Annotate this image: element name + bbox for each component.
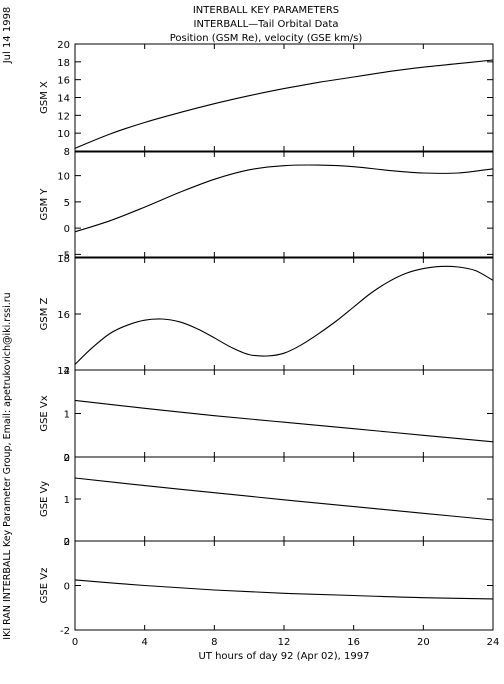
x-tick-label: 20 [417, 637, 430, 648]
x-tick-label: 0 [72, 637, 78, 648]
series-line [74, 265, 494, 365]
x-axis: 0 4 8 12 16 20 24 [72, 637, 500, 648]
y-tick-label: 1 [64, 410, 70, 421]
series-line [74, 477, 494, 521]
title-line-3: Position (GSM Re), velocity (GSE km/s) [170, 33, 363, 44]
y-tick-label: 2 [64, 537, 70, 548]
x-axis-label: UT hours of day 92 (Apr 02), 1997 [198, 651, 369, 662]
y-tick-label: 0 [64, 582, 70, 593]
x-tick-label: 4 [141, 637, 147, 648]
panel-1: GSM X 8 10 12 14 16 18 20 [39, 40, 494, 158]
y-axis-label: GSE Vy [39, 481, 50, 517]
y-axis-label: GSM Y [39, 188, 50, 221]
y-tick-label: -2 [60, 626, 70, 637]
y-tick-label: 2 [64, 366, 70, 377]
panel-6: GSE Vz-202 [39, 537, 494, 637]
y-tick-label: 14 [57, 366, 70, 377]
y-tick-label: 1 [64, 495, 70, 506]
date-label: Jul 14 1998 [2, 7, 13, 65]
y-tick-label: -5 [60, 250, 70, 261]
y-axis-label: GSE Vx [39, 395, 50, 431]
y-tick-label: 18 [57, 254, 70, 265]
y-tick-label: 14 [57, 94, 70, 105]
y-tick-label: 8 [64, 147, 70, 158]
y-axis-label: GSM Z [39, 297, 50, 330]
series-line [74, 59, 494, 149]
title-line-1: INTERBALL KEY PARAMETERS [193, 5, 339, 16]
y-tick-label: 0 [64, 537, 70, 548]
y-tick-label: 2 [64, 453, 70, 464]
y-tick-label: 0 [64, 224, 70, 235]
x-tick-label: 12 [278, 637, 291, 648]
y-axis-label: GSM X [39, 81, 50, 114]
y-tick-label: 10 [57, 129, 70, 140]
x-tick-label: 24 [487, 637, 500, 648]
x-tick-label: 16 [347, 637, 360, 648]
y-tick-label: 18 [57, 58, 70, 69]
y-tick-label: 20 [57, 40, 70, 51]
y-tick-label: 0 [64, 453, 70, 464]
y-tick-label: 5 [64, 198, 70, 209]
credit-label: IKI RAN INTERBALL Key Parameter Group, E… [2, 292, 13, 639]
y-tick-label: 10 [57, 172, 70, 183]
y-tick-label: 12 [57, 111, 70, 122]
title-line-2: INTERBALL—Tail Orbital Data [194, 19, 339, 30]
series-line [74, 164, 494, 233]
y-tick-label: 16 [57, 76, 70, 87]
x-tick-label: 8 [211, 637, 217, 648]
panel-2: GSM Y -5 0 5 10 [39, 151, 494, 261]
series-line [74, 399, 494, 443]
y-tick-label: 16 [57, 310, 70, 321]
series-line [74, 579, 494, 600]
y-axis-label: GSE Vz [39, 568, 50, 604]
